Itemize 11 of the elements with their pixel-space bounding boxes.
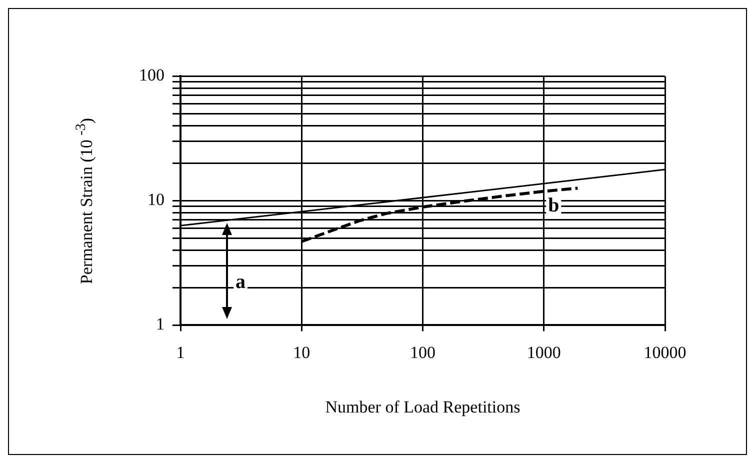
x-tick-label: 1 — [176, 342, 185, 362]
annotation: a — [236, 271, 246, 294]
y-tick-label: 10 — [148, 190, 164, 210]
x-tick-label: 10 — [293, 342, 310, 362]
x-tick-label: 100 — [410, 342, 436, 362]
y-tick-label: 100 — [139, 66, 164, 85]
x-axis-title: Number of Load Repetitions — [325, 397, 520, 416]
x-tick-label: 1000 — [526, 342, 561, 362]
annotation: b — [548, 194, 560, 216]
x-tick-label: 10000 — [644, 342, 686, 362]
y-tick-label: 1 — [156, 314, 164, 334]
